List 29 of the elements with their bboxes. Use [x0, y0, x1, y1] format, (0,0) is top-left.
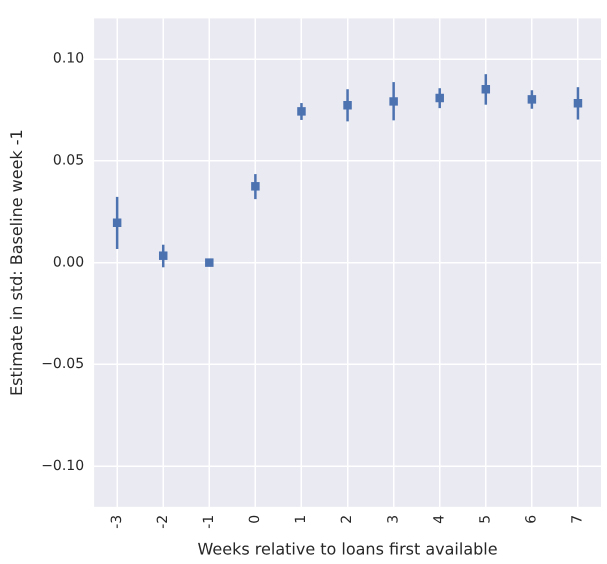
y-axis-title: Estimate in std: Baseline week -1: [6, 129, 26, 396]
x-tick-label: 5: [477, 514, 494, 524]
point: [574, 99, 582, 108]
point: [297, 107, 306, 116]
x-tick-label: 0: [247, 514, 264, 524]
x-tick-label: -1: [200, 514, 217, 529]
point: [205, 258, 214, 267]
x-tick-label: 4: [431, 514, 448, 524]
y-tick-label: −0.05: [41, 356, 84, 372]
point: [112, 218, 122, 227]
point: [435, 94, 444, 102]
y-tick-label: 0.10: [52, 50, 84, 67]
x-tick-label: 3: [385, 514, 402, 524]
point: [158, 251, 168, 260]
point: [389, 97, 398, 106]
x-tick-label: 7: [570, 514, 586, 524]
point: [482, 84, 490, 94]
point: [251, 182, 260, 191]
x-tick-label: 2: [339, 514, 356, 524]
x-tick-label: -2: [154, 514, 171, 529]
point: [528, 95, 536, 104]
point: [343, 101, 352, 110]
x-axis-title: Weeks relative to loans first available: [198, 540, 498, 559]
x-tick-label: -3: [108, 514, 125, 529]
y-tick-label: 0.00: [52, 254, 84, 270]
y-tick-label: 0.05: [52, 152, 84, 169]
x-tick-label: 6: [524, 514, 540, 524]
y-tick-label: −0.10: [41, 458, 84, 474]
x-tick-label: 1: [293, 514, 310, 524]
